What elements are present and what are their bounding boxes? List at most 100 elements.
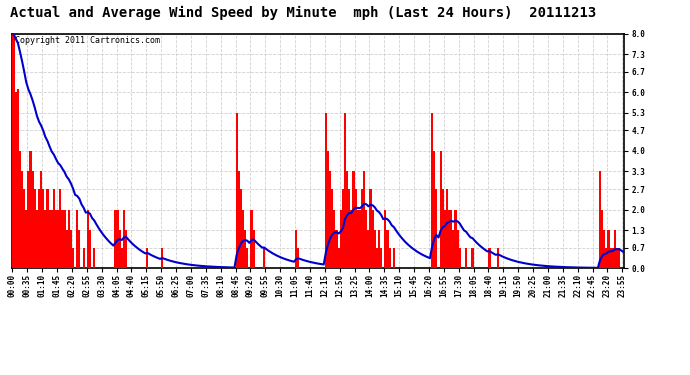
Bar xyxy=(59,189,61,268)
Bar xyxy=(329,171,331,268)
Bar xyxy=(433,151,435,268)
Bar xyxy=(34,189,36,268)
Bar xyxy=(93,248,95,268)
Bar xyxy=(435,189,437,268)
Bar xyxy=(603,230,605,268)
Bar xyxy=(609,248,612,268)
Bar xyxy=(70,230,72,268)
Bar xyxy=(376,248,378,268)
Bar xyxy=(450,210,453,268)
Bar xyxy=(63,210,66,268)
Bar xyxy=(440,151,442,268)
Bar xyxy=(72,248,74,268)
Bar xyxy=(68,210,70,268)
Bar xyxy=(353,171,355,268)
Bar xyxy=(465,248,467,268)
Bar xyxy=(457,230,459,268)
Bar xyxy=(446,189,448,268)
Bar xyxy=(361,189,363,268)
Bar xyxy=(240,189,242,268)
Bar xyxy=(605,248,607,268)
Bar xyxy=(363,171,365,268)
Bar xyxy=(263,248,266,268)
Bar xyxy=(46,189,48,268)
Bar xyxy=(431,113,433,268)
Bar xyxy=(119,230,121,268)
Bar xyxy=(235,113,237,268)
Bar xyxy=(455,210,457,268)
Bar xyxy=(331,189,333,268)
Bar xyxy=(357,210,359,268)
Bar xyxy=(161,248,164,268)
Bar xyxy=(55,210,57,268)
Bar xyxy=(489,248,491,268)
Bar xyxy=(342,189,344,268)
Bar xyxy=(344,113,346,268)
Bar xyxy=(250,210,253,268)
Bar xyxy=(355,189,357,268)
Bar xyxy=(348,189,351,268)
Bar xyxy=(17,89,19,268)
Bar xyxy=(359,210,361,268)
Bar xyxy=(32,171,34,268)
Bar xyxy=(125,230,127,268)
Bar xyxy=(57,210,59,268)
Bar xyxy=(25,210,28,268)
Bar xyxy=(40,171,42,268)
Bar xyxy=(48,210,50,268)
Bar xyxy=(244,230,246,268)
Bar xyxy=(333,210,335,268)
Bar xyxy=(38,189,40,268)
Bar xyxy=(374,230,376,268)
Bar xyxy=(253,230,255,268)
Bar xyxy=(612,248,614,268)
Bar xyxy=(369,189,371,268)
Bar xyxy=(380,248,382,268)
Bar xyxy=(614,230,616,268)
Bar xyxy=(453,230,455,268)
Bar xyxy=(237,171,240,268)
Bar xyxy=(335,230,337,268)
Bar xyxy=(44,210,46,268)
Bar xyxy=(50,210,53,268)
Bar xyxy=(146,248,148,268)
Bar xyxy=(378,230,380,268)
Bar xyxy=(371,210,374,268)
Bar xyxy=(21,171,23,268)
Bar xyxy=(339,210,342,268)
Bar xyxy=(123,210,125,268)
Bar xyxy=(117,210,119,268)
Bar xyxy=(297,248,299,268)
Bar xyxy=(384,210,386,268)
Bar xyxy=(246,248,248,268)
Bar xyxy=(83,248,85,268)
Bar xyxy=(327,151,329,268)
Bar xyxy=(388,248,391,268)
Bar xyxy=(497,248,499,268)
Bar xyxy=(28,171,30,268)
Bar xyxy=(393,248,395,268)
Bar xyxy=(295,230,297,268)
Bar xyxy=(442,189,444,268)
Bar xyxy=(599,171,601,268)
Bar xyxy=(12,34,14,268)
Bar xyxy=(607,230,609,268)
Bar xyxy=(76,210,78,268)
Bar xyxy=(89,230,91,268)
Bar xyxy=(61,210,63,268)
Text: Copyright 2011 Cartronics.com: Copyright 2011 Cartronics.com xyxy=(15,36,161,45)
Bar xyxy=(23,189,25,268)
Bar xyxy=(365,210,367,268)
Bar xyxy=(367,230,369,268)
Text: Actual and Average Wind Speed by Minute  mph (Last 24 Hours)  20111213: Actual and Average Wind Speed by Minute … xyxy=(10,6,597,20)
Bar xyxy=(459,248,461,268)
Bar xyxy=(471,248,473,268)
Bar xyxy=(53,189,55,268)
Bar xyxy=(19,151,21,268)
Bar xyxy=(78,230,81,268)
Bar xyxy=(386,230,388,268)
Bar xyxy=(121,248,123,268)
Bar xyxy=(242,210,244,268)
Bar xyxy=(30,151,32,268)
Bar xyxy=(42,189,44,268)
